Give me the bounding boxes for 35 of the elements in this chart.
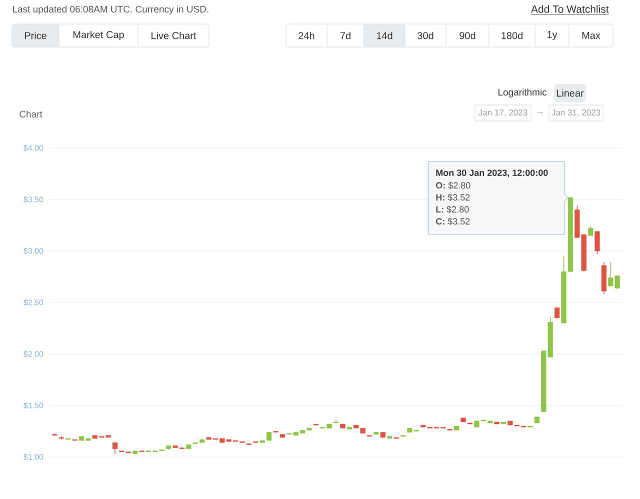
text: Jan 17, 2023 <box>478 109 528 117</box>
y-tick-label: $4.00 <box>24 144 44 152</box>
candlestick <box>112 442 118 454</box>
y-tick-label: $3.50 <box>24 196 44 203</box>
y-tick-label: $3.00 <box>24 248 44 254</box>
text: Price <box>24 32 46 40</box>
y-tick-label: $2.00 <box>24 350 44 358</box>
candlestick <box>588 226 594 236</box>
text: 14d <box>376 32 392 40</box>
y-tick-label: $2.50 <box>24 299 44 306</box>
candlestick <box>554 307 560 318</box>
text: 7d <box>340 32 350 40</box>
text: Linear <box>556 89 584 97</box>
text: Max <box>582 32 600 39</box>
text: Live Chart <box>152 32 196 40</box>
annotation: H: $3.52 <box>436 194 470 202</box>
text: 24h <box>298 32 314 40</box>
text: 90d <box>460 32 476 40</box>
chart-title: Chart <box>20 110 42 118</box>
text: Market Cap <box>73 30 124 40</box>
annotation: L: $2.80 <box>436 206 469 214</box>
text: Last updated 06:08AM UTC. Currency in USD. <box>12 6 208 14</box>
y-tick-label: $1.50 <box>24 402 44 409</box>
text: Logarithmic <box>498 88 547 98</box>
text: Add To Watchlist <box>531 5 609 13</box>
text: 1y <box>547 31 558 40</box>
candlestick <box>594 231 600 254</box>
annotation: Mon 30 Jan 2023, 12:00:00 <box>436 170 548 178</box>
text: → <box>537 112 543 114</box>
y-tick-label: $1.00 <box>24 454 44 460</box>
annotation: C: $3.52 <box>436 218 470 226</box>
annotation: O: $2.80 <box>436 182 470 190</box>
text: 30d <box>418 32 434 40</box>
text: 180d <box>502 32 522 40</box>
text: Jan 31, 2023 <box>552 109 600 117</box>
